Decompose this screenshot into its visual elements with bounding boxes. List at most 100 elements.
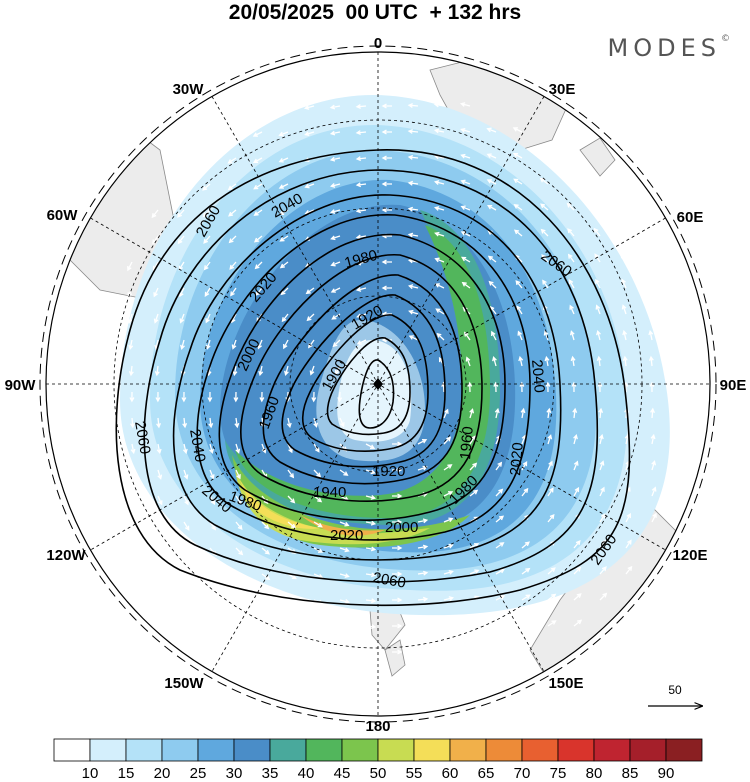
- wind-arrow: [598, 433, 604, 445]
- wind-arrow: [434, 257, 445, 263]
- wind-arrow: [355, 182, 367, 188]
- wind-arrow: [469, 674, 481, 679]
- wind-arrow: [392, 623, 403, 629]
- wind-arrow: [252, 131, 263, 137]
- wind-arrow: [339, 521, 350, 527]
- wind-arrow: [283, 339, 289, 350]
- wind-arrow: [280, 287, 289, 296]
- wind-arrow: [177, 209, 185, 218]
- wind-arrow: [443, 569, 454, 575]
- wind-arrow: [209, 443, 214, 455]
- contour-label: 2040: [186, 428, 209, 464]
- wind-arrow: [512, 127, 523, 133]
- wind-arrow: [339, 573, 350, 579]
- wind-arrow: [330, 287, 341, 293]
- wind-arrow: [157, 469, 163, 480]
- wind-arrow: [235, 443, 241, 454]
- wind-arrow: [598, 407, 604, 419]
- wind-arrow: [651, 486, 657, 497]
- wind-arrow: [573, 619, 583, 627]
- wind-arrow: [417, 439, 428, 445]
- wind-arrow: [521, 541, 530, 549]
- wind-arrow: [227, 183, 237, 191]
- wind-arrow: [381, 181, 392, 187]
- wind-arrow: [304, 131, 315, 137]
- wind-arrow: [621, 304, 627, 315]
- wind-arrow: [494, 407, 500, 419]
- contour-label: 2000: [385, 519, 418, 536]
- wind-arrow: [487, 255, 497, 263]
- wind-arrow: [156, 417, 162, 429]
- wind-arrow: [516, 305, 523, 315]
- wind-arrow: [593, 202, 601, 211]
- wind-arrow: [566, 177, 575, 185]
- wind-arrow: [486, 153, 497, 159]
- wind-arrow: [547, 567, 556, 575]
- wind-arrow: [433, 206, 445, 211]
- colorbar-swatch: [305, 738, 343, 762]
- wind-arrow: [339, 624, 351, 630]
- wind-arrow: [183, 521, 190, 531]
- wind-arrow: [543, 330, 549, 341]
- wind-arrow: [434, 231, 445, 237]
- wind-arrow: [153, 313, 159, 324]
- wind-arrow: [491, 330, 497, 341]
- wind-arrow: [443, 622, 455, 628]
- wind-arrow: [278, 131, 289, 137]
- wind-arrow: [205, 339, 211, 350]
- wind-arrow: [102, 339, 108, 351]
- wind-arrow: [235, 573, 244, 581]
- wind-arrow: [546, 407, 552, 419]
- wind-arrow: [255, 287, 263, 296]
- reference-vector: 50: [648, 683, 702, 706]
- lon-label-120e: 120E: [672, 547, 707, 564]
- colorbar: 10 15 20 25 30 35 40 45 50 55 60 65 70 75 80 85 90: [53, 738, 703, 782]
- wind-arrow: [183, 495, 189, 506]
- wind-arrow: [284, 365, 289, 377]
- wind-arrow: [313, 469, 322, 478]
- wind-arrow: [209, 573, 218, 582]
- wind-arrow: [592, 176, 601, 185]
- wind-arrow: [460, 205, 471, 211]
- contour-label: 1960: [457, 426, 477, 461]
- wind-arrow: [227, 157, 237, 164]
- wind-arrow: [287, 443, 293, 454]
- wind-arrow: [339, 599, 351, 604]
- wind-arrow: [567, 228, 575, 237]
- wind-arrow: [258, 365, 264, 377]
- wind-arrow: [365, 443, 376, 449]
- wind-arrow: [202, 183, 211, 191]
- wind-arrow: [521, 461, 528, 471]
- wind-arrow: [547, 620, 557, 627]
- wind-arrow: [179, 313, 185, 324]
- wind-arrow: [568, 279, 575, 289]
- wind-arrow: [235, 625, 245, 632]
- wind-arrow: [647, 252, 653, 263]
- wind-arrow: [392, 467, 403, 473]
- wind-arrow: [381, 103, 392, 109]
- wind-arrow: [495, 542, 505, 549]
- wind-arrow: [392, 649, 403, 655]
- contour-label: 1920: [372, 463, 405, 480]
- wind-arrow: [313, 417, 319, 428]
- wind-arrow: [469, 569, 480, 575]
- wind-arrow: [381, 155, 392, 161]
- wind-arrow: [209, 599, 218, 607]
- wind-arrow: [392, 597, 403, 603]
- wind-arrow: [570, 355, 576, 367]
- colorbar-swatch: [89, 738, 127, 762]
- wind-arrow: [486, 127, 497, 133]
- wind-arrow: [381, 207, 392, 213]
- wind-arrow: [151, 209, 159, 219]
- wind-arrow: [182, 443, 188, 455]
- wind-arrow: [565, 151, 575, 159]
- wind-arrow: [433, 128, 445, 134]
- wind-arrow: [234, 417, 240, 429]
- colorbar-label: 15: [118, 765, 135, 782]
- wind-arrow: [157, 547, 164, 557]
- colorbar-swatch: [629, 738, 667, 762]
- wind-arrow: [540, 203, 549, 211]
- wind-arrow: [381, 259, 392, 265]
- wind-arrow: [365, 676, 377, 681]
